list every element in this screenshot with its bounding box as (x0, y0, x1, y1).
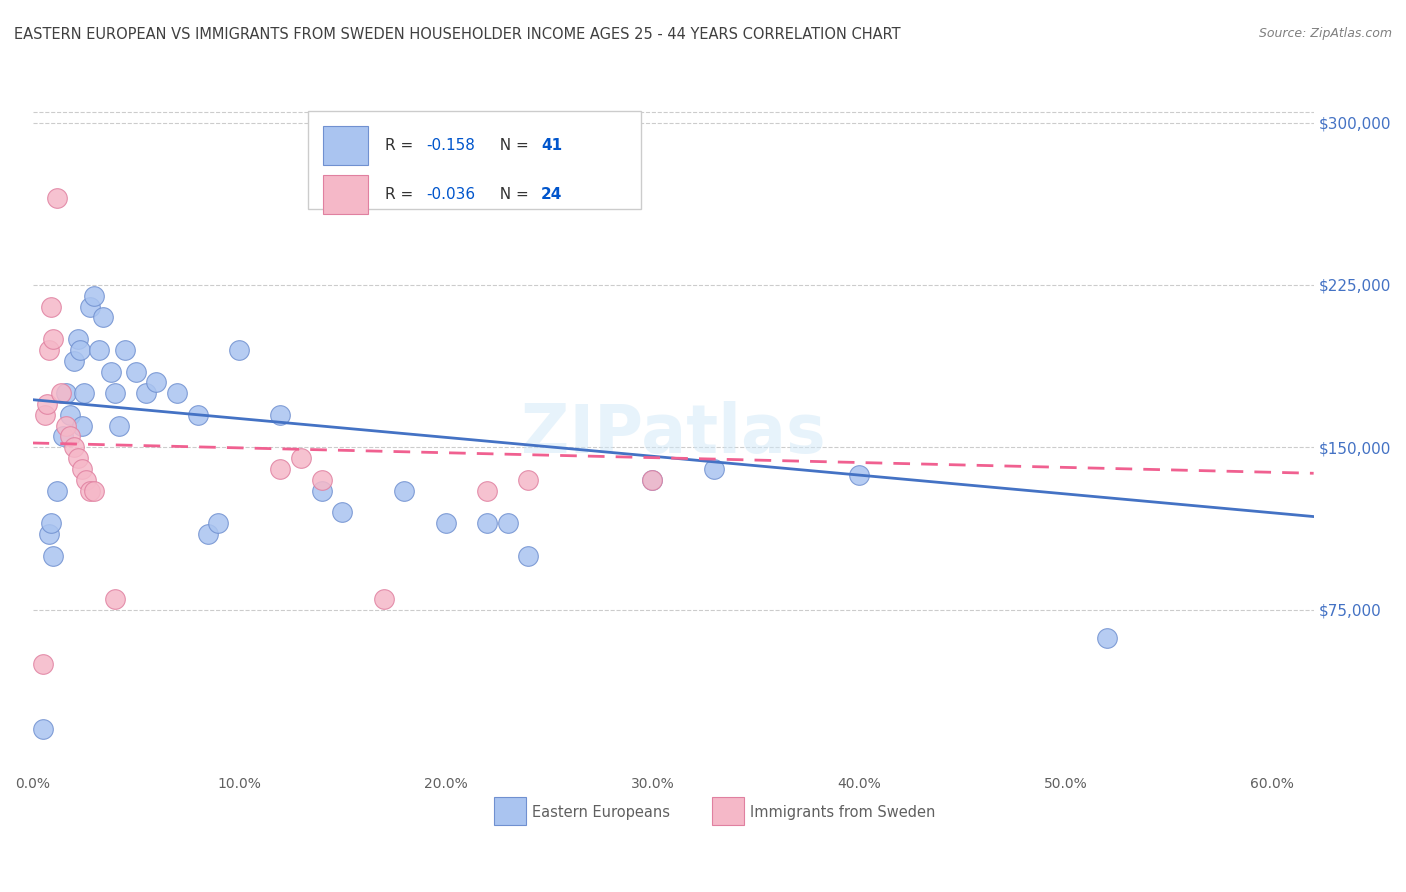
Point (434, 516, 457, 530)
Point (145, 376, 167, 390)
Point (69, 343, 91, 357)
Point (373, 591, 395, 606)
Point (73, 386, 96, 401)
Point (83, 289, 105, 303)
Point (269, 408, 291, 422)
Point (228, 343, 250, 357)
Point (87, 343, 110, 357)
Text: Immigrants from Sweden: Immigrants from Sweden (749, 805, 935, 820)
Text: N =: N = (489, 187, 533, 202)
Point (394, 483, 416, 498)
Text: 24: 24 (541, 187, 562, 202)
Point (34, 408, 56, 422)
Point (59, 429, 82, 443)
Point (311, 473, 333, 487)
Point (46, 483, 69, 498)
Point (39, 516, 62, 530)
Point (38, 343, 60, 357)
Point (114, 343, 136, 357)
Point (31, 722, 53, 736)
Point (55, 386, 77, 401)
Point (66, 332, 89, 346)
Point (79, 300, 101, 314)
Text: N =: N = (489, 137, 533, 153)
Text: Eastern Europeans: Eastern Europeans (531, 805, 671, 820)
Point (517, 473, 540, 487)
Point (70, 418, 93, 433)
Text: ZIPatlas: ZIPatlas (520, 401, 825, 467)
Point (641, 473, 664, 487)
Point (91, 310, 114, 325)
Point (59, 408, 82, 422)
Point (51, 386, 73, 401)
Text: R =: R = (385, 187, 418, 202)
FancyBboxPatch shape (494, 797, 526, 825)
Point (104, 386, 127, 401)
Text: EASTERN EUROPEAN VS IMMIGRANTS FROM SWEDEN HOUSEHOLDER INCOME AGES 25 - 44 YEARS: EASTERN EUROPEAN VS IMMIGRANTS FROM SWED… (14, 27, 901, 42)
Point (848, 468, 870, 483)
Point (311, 483, 333, 498)
Point (31, 657, 53, 671)
FancyBboxPatch shape (323, 126, 368, 164)
Point (38, 527, 60, 541)
Point (42, 332, 65, 346)
Point (35, 397, 58, 411)
Text: -0.036: -0.036 (426, 187, 475, 202)
Point (52, 429, 75, 443)
Text: R =: R = (385, 137, 418, 153)
Point (125, 365, 148, 379)
Point (496, 516, 519, 530)
Point (70, 462, 93, 476)
Point (83, 483, 105, 498)
FancyBboxPatch shape (711, 797, 744, 825)
Text: Source: ZipAtlas.com: Source: ZipAtlas.com (1258, 27, 1392, 40)
Point (475, 516, 498, 530)
Point (42, 549, 65, 563)
Point (135, 386, 157, 401)
FancyBboxPatch shape (323, 175, 368, 214)
Point (269, 462, 291, 476)
Point (207, 516, 229, 530)
FancyBboxPatch shape (308, 111, 641, 210)
Point (641, 473, 664, 487)
Point (332, 505, 354, 519)
Point (187, 408, 209, 422)
Point (75, 473, 97, 487)
Point (39, 300, 62, 314)
Point (63, 440, 86, 454)
Point (63, 353, 86, 368)
Point (475, 483, 498, 498)
Point (79, 483, 101, 498)
Text: 41: 41 (541, 137, 562, 153)
Point (517, 549, 540, 563)
Point (197, 527, 219, 541)
Point (703, 462, 725, 476)
Point (108, 418, 131, 433)
Point (55, 418, 77, 433)
Point (166, 386, 188, 401)
Point (66, 451, 89, 466)
Text: -0.158: -0.158 (426, 137, 475, 153)
Point (1095, 631, 1118, 645)
Point (290, 451, 312, 466)
Point (104, 591, 127, 606)
Point (46, 191, 69, 205)
Point (100, 365, 122, 379)
